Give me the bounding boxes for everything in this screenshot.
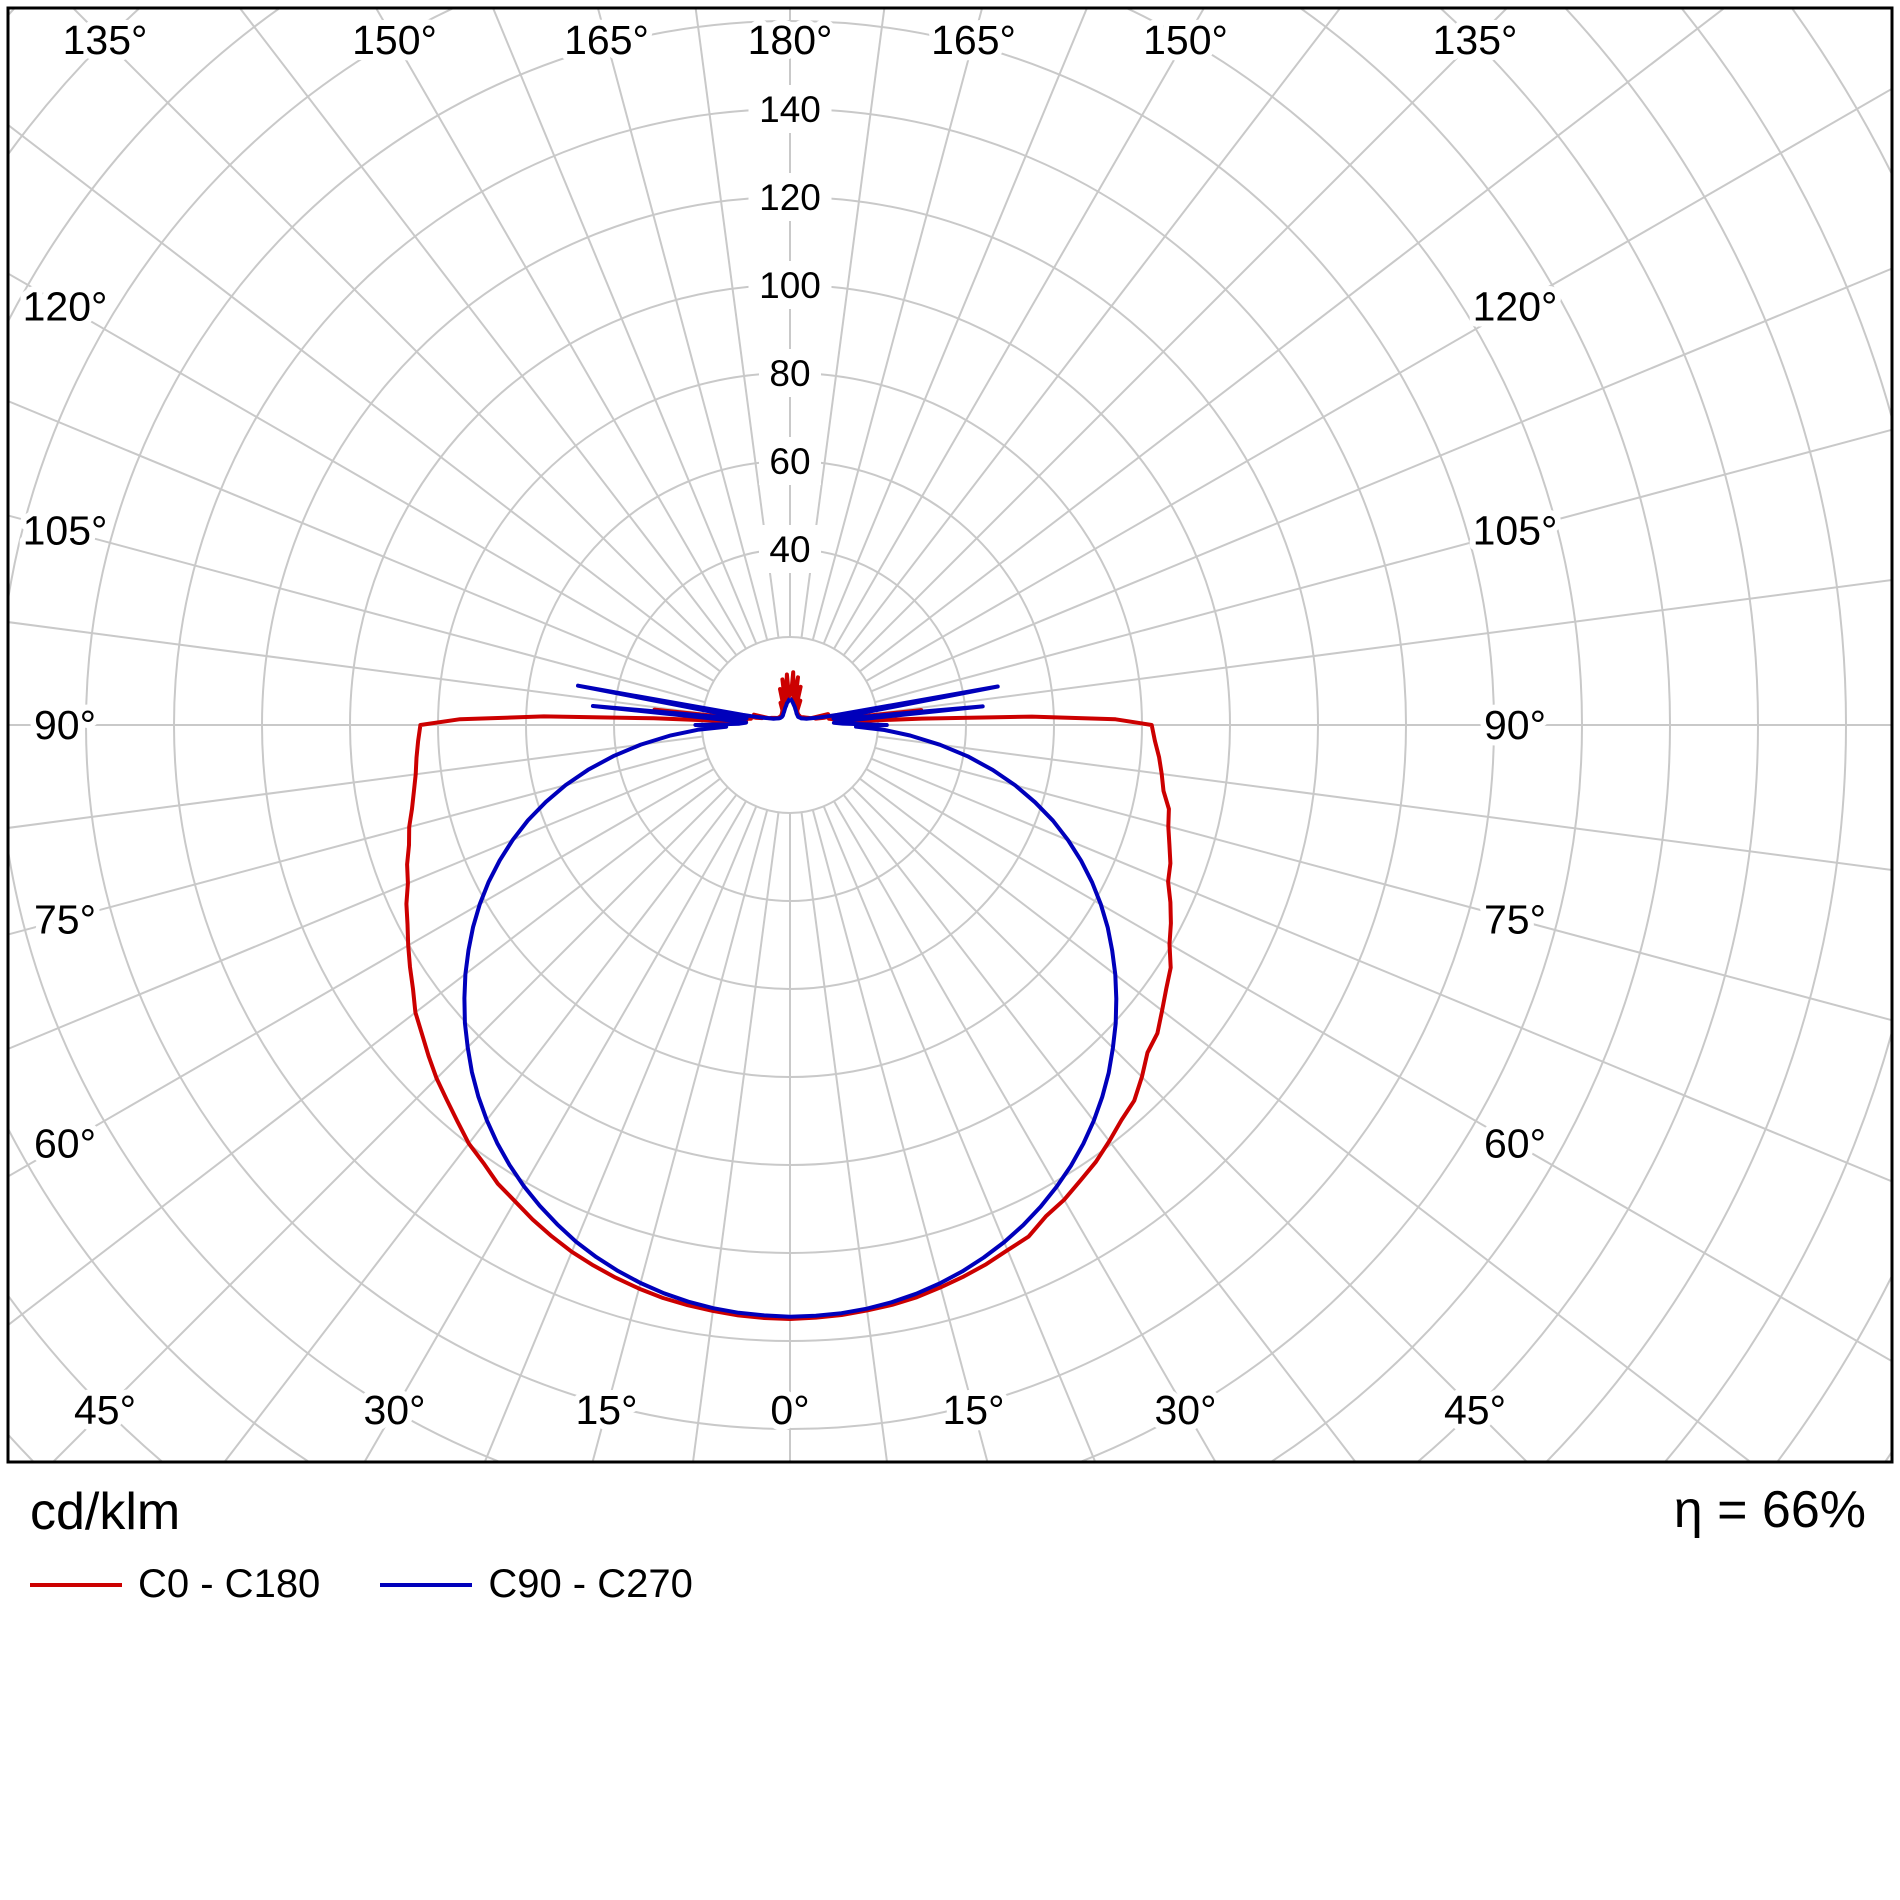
svg-text:135°: 135° [1433, 17, 1518, 63]
svg-text:15°: 15° [942, 1387, 1004, 1433]
svg-text:105°: 105° [23, 508, 108, 554]
svg-text:105°: 105° [1473, 508, 1558, 554]
legend-label-c0-c180: C0 - C180 [138, 1562, 321, 1606]
svg-text:0°: 0° [770, 1387, 809, 1433]
svg-text:60: 60 [769, 441, 810, 482]
legend-label-c90-c270: C90 - C270 [488, 1562, 693, 1606]
legend-swatch-c90-c270 [380, 1582, 473, 1587]
efficiency-label: η = 66% [1673, 1481, 1866, 1539]
svg-text:90°: 90° [34, 702, 96, 748]
svg-text:80: 80 [769, 353, 810, 394]
legend: C0 - C180 C90 - C270 [30, 1562, 693, 1607]
svg-text:120°: 120° [23, 283, 108, 329]
svg-text:30°: 30° [363, 1387, 425, 1433]
svg-text:135°: 135° [63, 17, 148, 63]
svg-text:60°: 60° [1484, 1121, 1546, 1167]
svg-text:45°: 45° [74, 1387, 136, 1433]
svg-text:40: 40 [769, 529, 810, 570]
svg-text:75°: 75° [1484, 896, 1546, 942]
svg-text:45°: 45° [1444, 1387, 1506, 1433]
svg-text:120°: 120° [1473, 283, 1558, 329]
svg-text:120: 120 [759, 177, 821, 218]
svg-text:150°: 150° [352, 17, 437, 63]
svg-text:180°: 180° [748, 17, 833, 63]
legend-item-c90-c270: C90 - C270 [380, 1562, 693, 1607]
legend-item-c0-c180: C0 - C180 [30, 1562, 320, 1607]
svg-text:75°: 75° [34, 896, 96, 942]
svg-text:60°: 60° [34, 1121, 96, 1167]
svg-text:165°: 165° [564, 17, 649, 63]
svg-text:15°: 15° [575, 1387, 637, 1433]
unit-label: cd/klm [30, 1483, 181, 1541]
svg-text:165°: 165° [931, 17, 1016, 63]
svg-text:150°: 150° [1143, 17, 1228, 63]
svg-text:100: 100 [759, 265, 821, 306]
svg-text:90°: 90° [1484, 702, 1546, 748]
legend-swatch-c0-c180 [30, 1582, 122, 1587]
svg-text:30°: 30° [1154, 1387, 1216, 1433]
svg-text:140: 140 [759, 89, 821, 130]
